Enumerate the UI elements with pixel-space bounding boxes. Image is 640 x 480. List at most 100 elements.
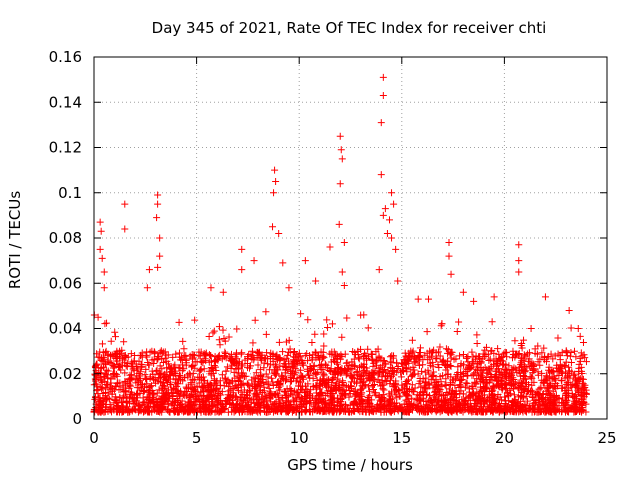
data-point [338,268,346,276]
data-point [101,349,109,357]
data-point [582,358,590,366]
data-point [169,353,177,361]
data-point [269,382,277,390]
data-point [414,352,422,360]
data-point [517,342,525,350]
data-point [498,384,506,392]
data-point [388,358,396,366]
data-point [215,336,223,344]
data-point [425,370,433,378]
data-point [102,361,110,369]
data-point [385,390,393,398]
data-point [577,392,585,400]
data-point [292,398,300,406]
data-point [238,360,246,368]
data-point [515,268,523,276]
data-point [259,375,267,383]
data-point [374,345,382,353]
data-point [477,359,485,367]
data-point [581,354,589,362]
data-point [453,408,461,416]
data-point [328,383,336,391]
data-point [184,401,192,409]
data-point [377,382,385,390]
data-point [116,379,124,387]
data-point [216,341,224,349]
data-point [411,403,419,411]
data-point [331,381,339,389]
data-point [229,396,237,404]
data-point [479,408,487,416]
data-point [355,354,363,362]
data-point [445,404,453,412]
data-point [155,386,163,394]
data-point [209,329,217,337]
data-point [244,380,252,388]
data-point [505,372,513,380]
data-point [171,398,179,406]
data-point [546,398,554,406]
data-point [329,376,337,384]
data-point [562,347,570,355]
data-point [191,316,199,324]
data-point [220,334,228,342]
data-point [319,348,327,356]
data-point [297,366,305,374]
data-point [527,359,535,367]
data-point [473,388,481,396]
data-point [330,348,338,356]
data-point [247,407,255,415]
data-point [97,397,105,405]
data-point [457,369,465,377]
data-point [133,389,141,397]
data-point [341,391,349,399]
data-point [110,386,118,394]
data-point [394,386,402,394]
data-point [422,378,430,386]
x-tick-label: 5 [192,429,202,447]
data-point [297,310,305,318]
data-point [442,397,450,405]
data-point [271,367,279,375]
data-point [488,347,496,355]
data-point [298,394,306,402]
data-point [198,383,206,391]
data-point [107,375,115,383]
y-tick-label: 0 [72,410,82,428]
data-point [257,399,265,407]
data-point [468,358,476,366]
data-point [130,400,138,408]
data-point [414,295,422,303]
data-point [222,378,230,386]
data-point [156,234,164,242]
data-point [509,374,517,382]
data-point [220,353,228,361]
data-point [295,349,303,357]
data-point [517,359,525,367]
data-point [356,372,364,380]
data-point [468,363,476,371]
data-point [234,384,242,392]
data-point [338,386,346,394]
data-point [298,360,306,368]
data-point [304,316,312,324]
data-point [278,371,286,379]
data-point [290,348,298,356]
data-point [338,155,346,163]
data-point [532,396,540,404]
data-point [356,363,364,371]
data-point [115,363,123,371]
x-tick-label: 10 [290,429,309,447]
data-point [320,354,328,362]
data-point [108,390,116,398]
data-point [410,388,418,396]
data-point [276,362,284,370]
data-point [375,266,383,274]
data-point [388,372,396,380]
data-point [148,367,156,375]
data-point [248,355,256,363]
data-point [507,390,515,398]
data-point [416,352,424,360]
data-point [199,392,207,400]
data-point [345,393,353,401]
